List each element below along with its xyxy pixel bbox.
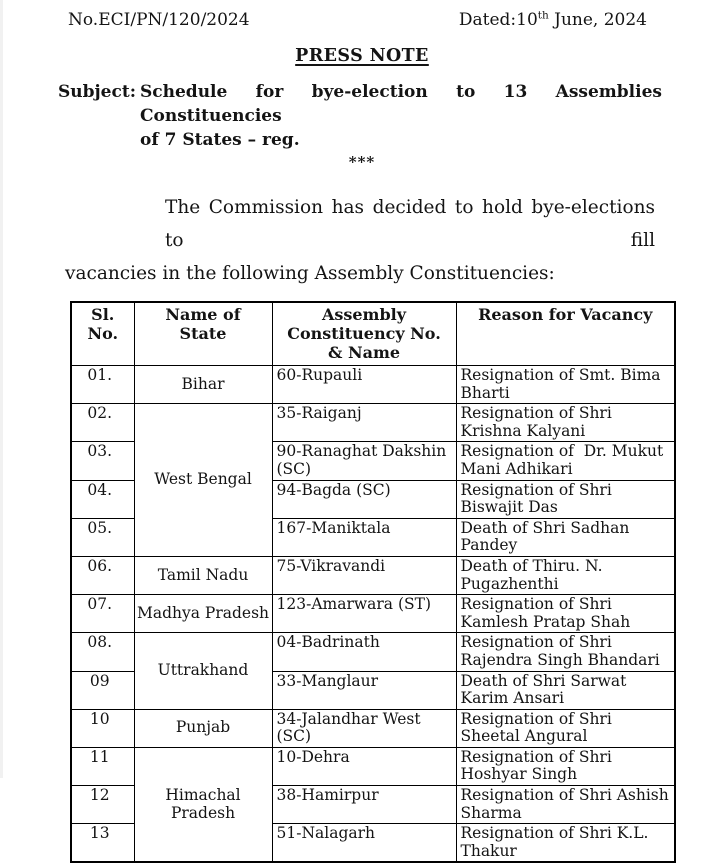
cell-sl-no: 05. bbox=[70, 517, 135, 557]
cell-sl-no: 07. bbox=[70, 594, 135, 634]
cell-sl-no: 06. bbox=[70, 555, 135, 596]
cell-constituency: 123-Amarwara (ST) bbox=[271, 594, 457, 634]
cell-reason: Death of Shri Sadhan Pandey bbox=[455, 517, 676, 557]
table-row: 02. West Bengal 35-Raiganj Resignation o… bbox=[70, 403, 676, 557]
reference-number: No.ECI/PN/120/2024 bbox=[68, 10, 250, 30]
cell-sl-no: 09 bbox=[70, 670, 135, 710]
cell-state: Madhya Pradesh bbox=[133, 594, 273, 634]
cell-state: Uttrakhand bbox=[133, 632, 273, 710]
cell-constituency: 38-Hamirpur bbox=[271, 785, 457, 825]
date-ordinal: th bbox=[537, 9, 549, 22]
cell-sl-no: 01. bbox=[70, 364, 135, 405]
body-paragraph: The Commission has decided to hold bye-e… bbox=[65, 191, 655, 290]
subject-line-1: Schedule for bye-election to 13 Assembli… bbox=[140, 82, 662, 126]
table-row: 11 Himachal Pradesh 10-Dehra Resignation… bbox=[70, 746, 676, 863]
cell-constituency: 90-Ranaghat Dakshin (SC) bbox=[271, 441, 457, 481]
cell-state: Himachal Pradesh bbox=[133, 746, 273, 863]
table-row: 10 Punjab 34-Jalandhar West (SC) Resigna… bbox=[70, 708, 676, 748]
cell-sl-no: 10 bbox=[70, 708, 135, 748]
cell-state: Bihar bbox=[133, 364, 273, 405]
cell-constituency: 04-Badrinath bbox=[271, 632, 457, 672]
body-paragraph-line-2: vacancies in the following Assembly Cons… bbox=[65, 263, 555, 284]
cell-state: Punjab bbox=[133, 708, 273, 748]
cell-sl-no: 08. bbox=[70, 632, 135, 672]
table-row: 07. Madhya Pradesh 123-Amarwara (ST) Res… bbox=[70, 594, 676, 634]
cell-reason: Resignation of Shri K.L. Thakur bbox=[455, 823, 676, 863]
document-header: No.ECI/PN/120/2024 Dated:10th June, 2024 bbox=[0, 0, 724, 31]
cell-constituency: 167-Maniktala bbox=[271, 517, 457, 557]
scan-edge-shadow bbox=[0, 0, 3, 778]
cell-constituency: 51-Nalagarh bbox=[271, 823, 457, 863]
cell-reason: Resignation of Shri Kamlesh Pratap Shah bbox=[455, 594, 676, 634]
cell-reason: Resignation of Shri Hoshyar Singh bbox=[455, 746, 676, 787]
date-suffix: June, 2024 bbox=[548, 10, 647, 30]
press-note-title-text: PRESS NOTE bbox=[295, 46, 429, 66]
table-row: 05. 167-Maniktala Death of Shri Sadhan P… bbox=[70, 517, 676, 557]
date-line: Dated:10th June, 2024 bbox=[459, 10, 647, 31]
cell-state: Tamil Nadu bbox=[133, 555, 273, 596]
cell-sl-no: 04. bbox=[70, 479, 135, 519]
date-prefix: Dated:10 bbox=[458, 10, 538, 30]
cell-reason: Resignation of Shri Krishna Kalyani bbox=[455, 403, 676, 443]
cell-reason: Death of Thiru. N. Pugazhenthi bbox=[455, 555, 676, 596]
header-reason: Reason for Vacancy bbox=[455, 301, 676, 366]
table-row: 03. 90-Ranaghat Dakshin (SC) Resignation… bbox=[70, 441, 676, 481]
cell-constituency: 34-Jalandhar West (SC) bbox=[271, 708, 457, 748]
cell-constituency: 94-Bagda (SC) bbox=[271, 479, 457, 519]
separator-stars: *** bbox=[348, 153, 376, 171]
cell-constituency: 75-Vikravandi bbox=[271, 555, 457, 596]
cell-sl-no: 13 bbox=[70, 823, 135, 863]
cell-reason: Resignation of Dr. Mukut Mani Adhikari bbox=[455, 441, 676, 481]
cell-sl-no: 11 bbox=[70, 746, 135, 787]
table-row: 06. Tamil Nadu 75-Vikravandi Death of Th… bbox=[70, 555, 676, 596]
cell-reason: Resignation of Shri Biswajit Das bbox=[455, 479, 676, 519]
cell-constituency: 10-Dehra bbox=[271, 746, 457, 787]
header-sl-no: Sl. No. bbox=[70, 301, 135, 366]
cell-sl-no: 02. bbox=[70, 403, 135, 443]
cell-sl-no: 03. bbox=[70, 441, 135, 481]
subject-line-2: of 7 States – reg. bbox=[140, 130, 300, 150]
cell-reason: Resignation of Shri Ashish Sharma bbox=[455, 785, 676, 825]
press-note-title: PRESS NOTE bbox=[0, 46, 724, 66]
table-header-row: Sl. No. Name of State Assembly Constitue… bbox=[70, 301, 676, 366]
subject-block: Subject: Schedule for bye-election to 13… bbox=[58, 80, 662, 152]
cell-reason: Death of Shri Sarwat Karim Ansari bbox=[455, 670, 676, 710]
cell-state: West Bengal bbox=[133, 403, 273, 557]
constituencies-table: Sl. No. Name of State Assembly Constitue… bbox=[70, 301, 676, 863]
cell-constituency: 33-Manglaur bbox=[271, 670, 457, 710]
body-paragraph-line-1: The Commission has decided to hold bye-e… bbox=[165, 197, 655, 251]
header-state: Name of State bbox=[133, 301, 273, 366]
table-row: 01. Bihar 60-Rupauli Resignation of Smt.… bbox=[70, 364, 676, 405]
subject-text: Schedule for bye-election to 13 Assembli… bbox=[140, 80, 662, 152]
subject-label: Subject: bbox=[58, 82, 136, 102]
table-row: 08. Uttrakhand 04-Badrinath Resignation … bbox=[70, 632, 676, 710]
cell-sl-no: 12 bbox=[70, 785, 135, 825]
cell-reason: Resignation of Shri Rajendra Singh Bhand… bbox=[455, 632, 676, 672]
cell-reason: Resignation of Smt. Bima Bharti bbox=[455, 364, 676, 405]
header-constituency: Assembly Constituency No. & Name bbox=[271, 301, 457, 366]
cell-reason: Resignation of Shri Sheetal Angural bbox=[455, 708, 676, 748]
cell-constituency: 35-Raiganj bbox=[271, 403, 457, 443]
cell-constituency: 60-Rupauli bbox=[271, 364, 457, 405]
